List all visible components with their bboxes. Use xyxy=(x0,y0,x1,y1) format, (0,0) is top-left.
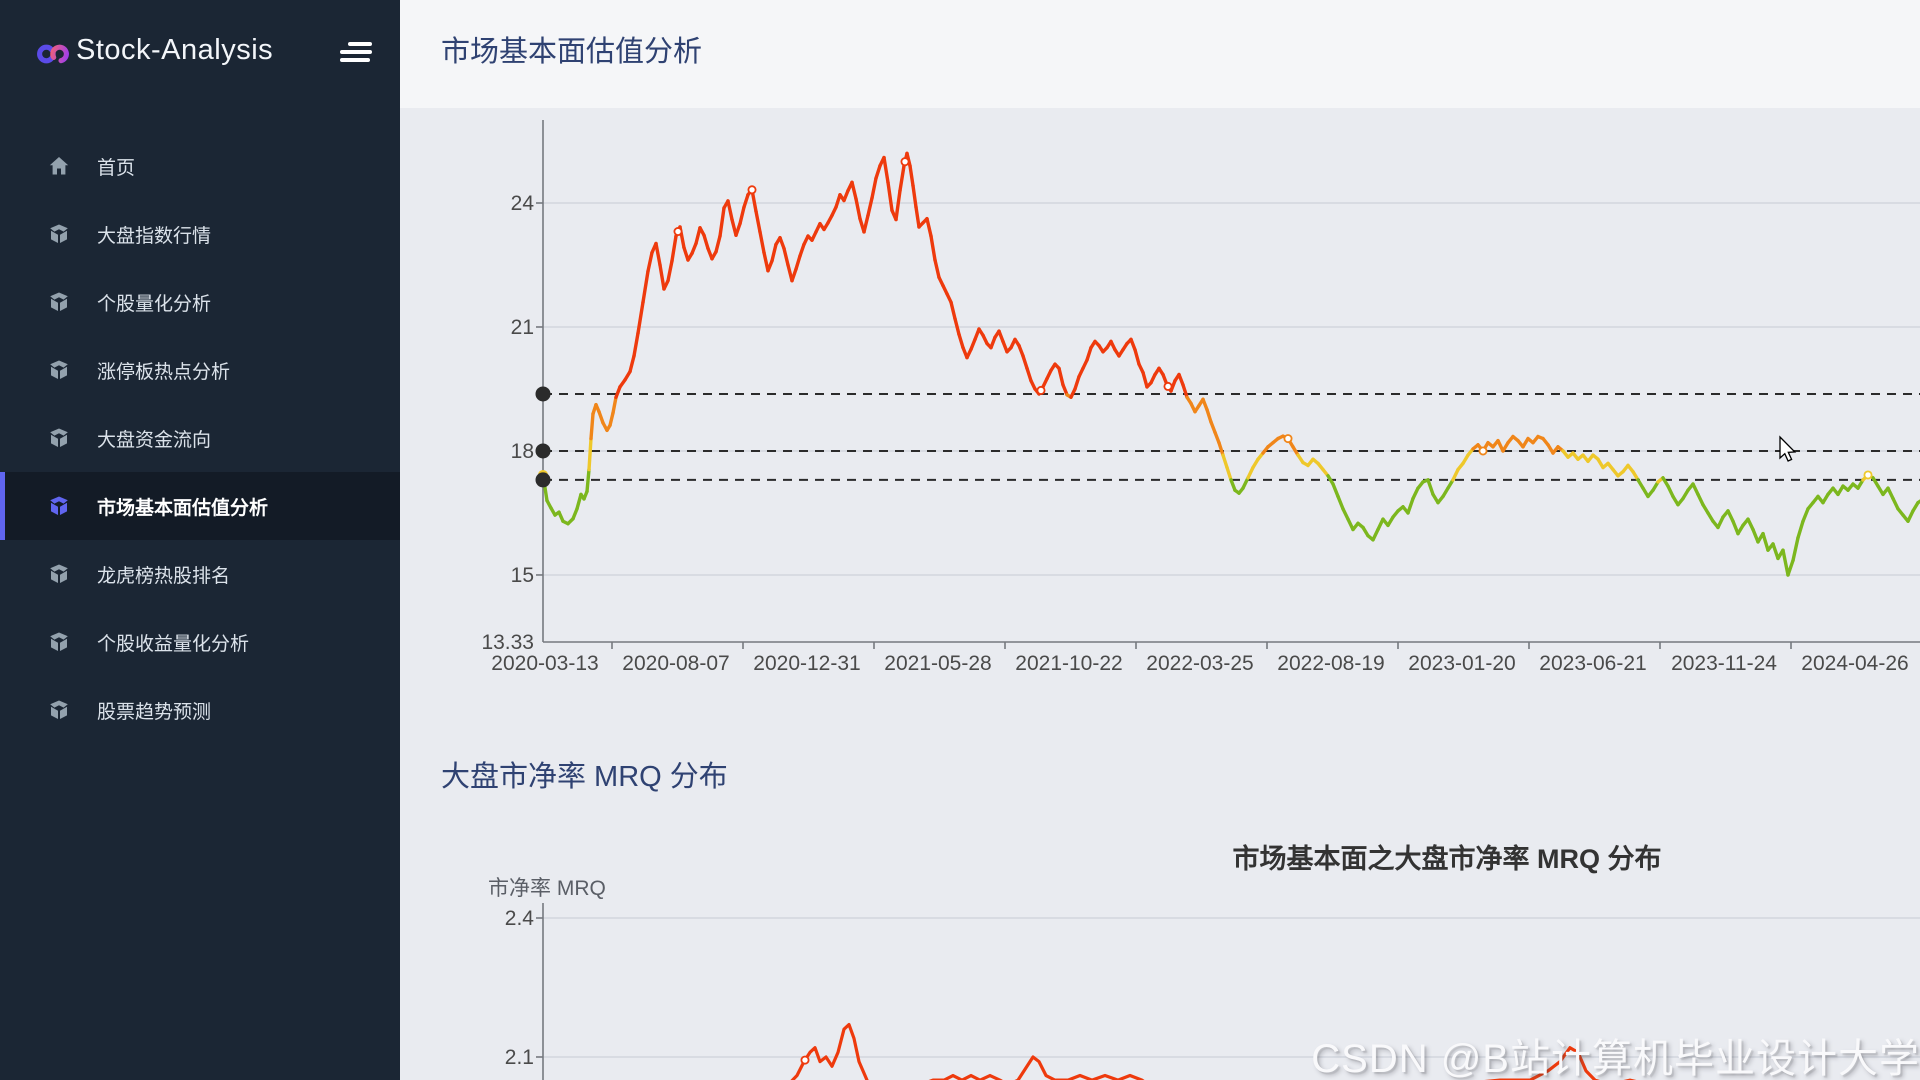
sidebar-item-market-fund-flow[interactable]: 大盘资金流向 xyxy=(0,404,400,472)
sidebar-item-stock-return-quant[interactable]: 个股收益量化分析 xyxy=(0,608,400,676)
sidebar-item-label: 涨停板热点分析 xyxy=(97,361,231,383)
box-icon xyxy=(47,494,71,518)
sidebar: Stock-Analysis 首页大盘指数行情 个股量化分析 涨停板热点分析 大盘资金… xyxy=(0,0,400,1080)
page-title: 市场基本面估值分析 xyxy=(441,36,703,68)
pb-chart-title: 市场基本面之大盘市净率 MRQ 分布 xyxy=(1232,844,1662,874)
box-icon xyxy=(47,222,71,246)
box-icon xyxy=(47,630,71,654)
sidebar-item-label: 龙虎榜热股排名 xyxy=(97,565,231,587)
page-header xyxy=(400,0,1920,108)
sidebar-menu: 首页大盘指数行情 个股量化分析 涨停板热点分析 大盘资金流向市场基本面估值分析 龙虎榜热… xyxy=(0,132,400,744)
box-icon xyxy=(47,290,71,314)
main-content: 市场基本面估值分析 大盘市净率 MRQ 分布 市场基本面之大盘市净率 MRQ 分… xyxy=(400,0,1920,1080)
sidebar-item-stock-quant[interactable]: 个股量化分析 xyxy=(0,268,400,336)
logo-text: Stock-Analysis xyxy=(76,34,274,66)
sidebar-item-stock-trend-predict[interactable]: 股票趋势预测 xyxy=(0,676,400,744)
sidebar-item-label: 首页 xyxy=(97,157,136,179)
sidebar-item-label: 大盘资金流向 xyxy=(97,429,212,451)
box-icon xyxy=(47,426,71,450)
sidebar-item-home[interactable]: 首页 xyxy=(0,132,400,200)
sidebar-item-label: 个股量化分析 xyxy=(97,293,212,315)
collapse-sidebar-button[interactable] xyxy=(340,42,372,64)
pe-chart-canvas[interactable] xyxy=(400,108,1920,686)
sidebar-item-limit-up-hotspot[interactable]: 涨停板热点分析 xyxy=(0,336,400,404)
infinity-logo-icon xyxy=(36,40,70,73)
pb-chart-axis-label: 市净率 MRQ xyxy=(488,877,606,900)
sidebar-item-dragon-tiger-rank[interactable]: 龙虎榜热股排名 xyxy=(0,540,400,608)
section2-title: 大盘市净率 MRQ 分布 xyxy=(441,761,728,793)
sidebar-item-label: 市场基本面估值分析 xyxy=(97,497,269,519)
box-icon xyxy=(47,562,71,586)
sidebar-item-label: 股票趋势预测 xyxy=(97,701,212,723)
logo[interactable]: Stock-Analysis xyxy=(0,28,400,80)
watermark: CSDN @B站计算机毕业设计大学 xyxy=(1311,1037,1920,1080)
sidebar-item-label: 个股收益量化分析 xyxy=(97,633,250,655)
sidebar-item-market-index[interactable]: 大盘指数行情 xyxy=(0,200,400,268)
box-icon xyxy=(47,358,71,382)
home-icon xyxy=(47,154,71,178)
sidebar-item-label: 大盘指数行情 xyxy=(97,225,212,247)
sidebar-item-market-valuation[interactable]: 市场基本面估值分析 xyxy=(0,472,400,540)
box-icon xyxy=(47,698,71,722)
